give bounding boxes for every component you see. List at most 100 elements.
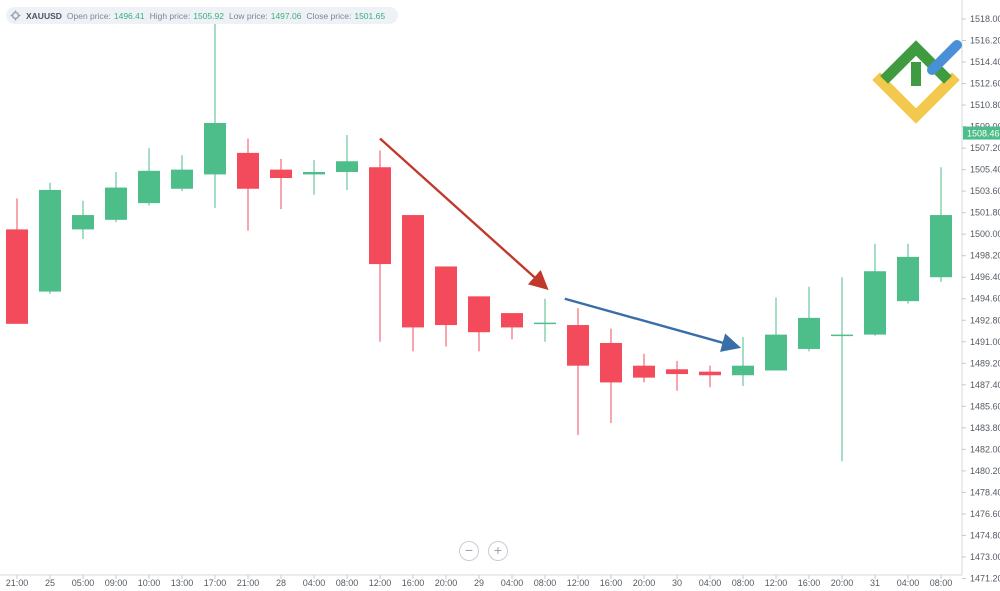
candle-body — [72, 215, 94, 230]
candle-body — [765, 334, 787, 371]
open-price-value: 1496.41 — [113, 10, 145, 21]
candle-body — [204, 123, 226, 175]
x-tick-label: 29 — [474, 578, 484, 588]
symbol-label: XAUUSD — [26, 10, 62, 21]
y-tick-label: 1516.20 — [970, 36, 1000, 46]
annotations — [379, 137, 742, 352]
low-price-value: 1497.06 — [270, 10, 302, 21]
close-price-label: Close price: — [306, 10, 352, 21]
candle-body — [6, 229, 28, 324]
blue-trend-arrow — [564, 297, 742, 352]
open-price-label: Open price: — [66, 10, 111, 21]
x-tick-label: 10:00 — [138, 578, 161, 588]
y-tick-label: 1476.60 — [970, 509, 1000, 519]
x-tick-label: 28 — [276, 578, 286, 588]
candle-body — [138, 170, 160, 204]
current-price-label: 1508.46 — [967, 129, 1000, 139]
x-tick-label: 08:00 — [336, 578, 359, 588]
y-tick-label: 1510.80 — [970, 100, 1000, 110]
y-tick-label: 1485.60 — [970, 401, 1000, 411]
logo-yellow-chevron — [872, 72, 960, 124]
y-tick-label: 1471.20 — [970, 573, 1000, 583]
x-tick-label: 04:00 — [501, 578, 524, 588]
candle-body — [303, 172, 325, 175]
x-tick-label: 08:00 — [930, 578, 953, 588]
y-tick-label: 1473.00 — [970, 552, 1000, 562]
y-tick-label: 1483.80 — [970, 423, 1000, 433]
x-axis: 21:00 25 05:00 09:00 10:00 13:00 17:00 21:00 28 0… — [6, 575, 953, 588]
y-tick-label: 1487.40 — [970, 380, 1000, 390]
x-tick-label: 21:00 — [237, 578, 260, 588]
x-tick-label: 13:00 — [171, 578, 194, 588]
x-tick-label: 30 — [672, 578, 682, 588]
candle-body — [402, 215, 424, 328]
x-tick-label: 12:00 — [567, 578, 590, 588]
brand-logo — [872, 40, 962, 124]
y-tick-label: 1478.40 — [970, 487, 1000, 497]
x-tick-label: 04:00 — [699, 578, 722, 588]
y-tick-label: 1494.60 — [970, 294, 1000, 304]
y-tick-label: 1482.00 — [970, 444, 1000, 454]
high-price-value: 1505.92 — [193, 10, 224, 21]
x-tick-label: 31 — [870, 578, 880, 588]
ohlc-info-bar: XAUUSD Open price: 1496.41 High price: 1… — [6, 7, 399, 24]
y-tick-label: 1474.80 — [970, 530, 1000, 540]
candle-body — [39, 189, 61, 292]
candle-body — [666, 369, 688, 375]
candle-body — [501, 313, 523, 328]
candle-body — [567, 325, 589, 366]
x-tick-label: 08:00 — [534, 578, 557, 588]
x-tick-label: 21:00 — [6, 578, 29, 588]
candle-body — [534, 322, 556, 325]
x-tick-label: 05:00 — [72, 578, 95, 588]
x-tick-label: 12:00 — [369, 578, 392, 588]
gear-icon[interactable] — [10, 10, 21, 21]
y-tick-label: 1491.00 — [970, 337, 1000, 347]
y-tick-label: 1501.80 — [970, 208, 1000, 218]
y-tick-label: 1512.60 — [970, 79, 1000, 89]
y-tick-label: 1500.00 — [970, 229, 1000, 239]
y-axis: 1518.001516.201514.401512.601510.801509.… — [962, 14, 1000, 583]
y-tick-label: 1507.20 — [970, 143, 1000, 153]
candle-body — [633, 365, 655, 378]
y-tick-label: 1505.40 — [970, 165, 1000, 175]
candle-body — [369, 167, 391, 265]
candle-body — [171, 169, 193, 189]
x-tick-label: 20:00 — [435, 578, 458, 588]
x-tick-label: 25 — [45, 578, 55, 588]
candle-body — [699, 371, 721, 376]
x-tick-label: 08:00 — [732, 578, 755, 588]
candle-body — [270, 169, 292, 178]
x-tick-label: 16:00 — [798, 578, 821, 588]
x-tick-label: 12:00 — [765, 578, 788, 588]
y-tick-label: 1492.80 — [970, 315, 1000, 325]
x-tick-label: 16:00 — [600, 578, 623, 588]
y-tick-label: 1498.20 — [970, 251, 1000, 261]
candle-body — [237, 152, 259, 189]
red-trend-arrow — [379, 137, 549, 290]
candle-body — [831, 334, 853, 337]
candle-body — [897, 256, 919, 302]
y-tick-label: 1518.00 — [970, 14, 1000, 24]
candle-body — [930, 215, 952, 278]
zoom-out-button[interactable]: − — [459, 541, 479, 561]
candle-body — [798, 317, 820, 349]
candle-body — [468, 296, 490, 333]
zoom-in-button[interactable]: + — [488, 541, 508, 561]
x-tick-label: 09:00 — [105, 578, 128, 588]
candle-body — [435, 266, 457, 326]
y-tick-label: 1496.40 — [970, 272, 1000, 282]
x-tick-label: 04:00 — [897, 578, 920, 588]
candle-body — [336, 161, 358, 173]
y-tick-label: 1514.40 — [970, 57, 1000, 67]
candle-body — [105, 187, 127, 220]
high-price-label: High price: — [149, 10, 191, 21]
y-tick-label: 1489.20 — [970, 358, 1000, 368]
close-price-value: 1501.65 — [354, 10, 386, 21]
low-price-label: Low price: — [228, 10, 268, 21]
x-tick-label: 16:00 — [402, 578, 425, 588]
logo-blue-stroke — [927, 40, 962, 75]
candle-body — [864, 271, 886, 335]
x-tick-label: 20:00 — [831, 578, 854, 588]
